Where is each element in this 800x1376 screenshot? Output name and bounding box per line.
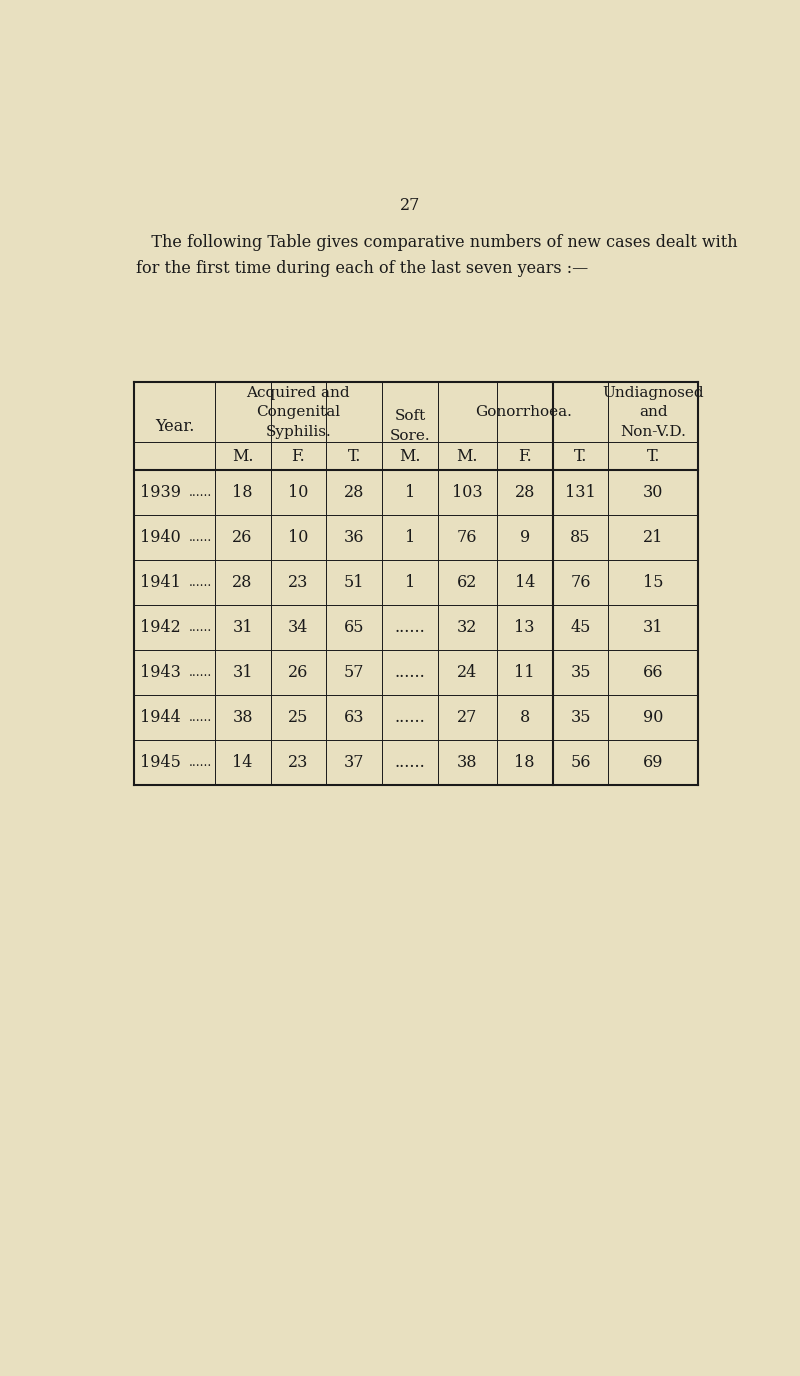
Text: 23: 23 xyxy=(288,754,309,771)
Text: 31: 31 xyxy=(643,619,664,636)
Text: 10: 10 xyxy=(288,484,309,501)
Text: 18: 18 xyxy=(514,754,535,771)
Text: Soft
Sore.: Soft Sore. xyxy=(390,410,430,443)
Text: 69: 69 xyxy=(643,754,664,771)
Text: Gonorrhoea.: Gonorrhoea. xyxy=(474,405,571,420)
Text: 31: 31 xyxy=(232,665,253,681)
Text: 36: 36 xyxy=(344,528,365,546)
Text: 8: 8 xyxy=(519,709,530,727)
Text: 1942: 1942 xyxy=(140,619,181,636)
Text: 103: 103 xyxy=(452,484,482,501)
Text: 1: 1 xyxy=(405,574,415,592)
Text: 23: 23 xyxy=(288,574,309,592)
Text: ......: ...... xyxy=(394,754,426,771)
Text: for the first time during each of the last seven years :—: for the first time during each of the la… xyxy=(136,260,588,278)
Text: 35: 35 xyxy=(570,665,590,681)
Text: 1945: 1945 xyxy=(140,754,181,771)
Text: 18: 18 xyxy=(232,484,253,501)
Text: 30: 30 xyxy=(643,484,663,501)
Text: 32: 32 xyxy=(457,619,478,636)
Text: ......: ...... xyxy=(189,577,212,589)
Text: 66: 66 xyxy=(643,665,664,681)
Text: 85: 85 xyxy=(570,528,590,546)
Text: 1943: 1943 xyxy=(140,665,181,681)
Text: Undiagnosed
and
Non-V.D.: Undiagnosed and Non-V.D. xyxy=(602,385,704,439)
Text: 38: 38 xyxy=(457,754,478,771)
Text: Acquired and
Congenital
Syphilis.: Acquired and Congenital Syphilis. xyxy=(246,385,350,439)
Text: 13: 13 xyxy=(514,619,535,636)
Text: 1: 1 xyxy=(405,484,415,501)
Text: F.: F. xyxy=(518,447,531,465)
Text: 14: 14 xyxy=(514,574,535,592)
Text: ......: ...... xyxy=(189,531,212,544)
Text: 31: 31 xyxy=(232,619,253,636)
Text: ......: ...... xyxy=(394,619,426,636)
Text: M.: M. xyxy=(232,447,254,465)
Text: T.: T. xyxy=(646,447,660,465)
Text: 38: 38 xyxy=(232,709,253,727)
Text: ......: ...... xyxy=(189,621,212,634)
Text: 10: 10 xyxy=(288,528,309,546)
Text: The following Table gives comparative numbers of new cases dealt with: The following Table gives comparative nu… xyxy=(136,234,738,250)
Text: 1941: 1941 xyxy=(140,574,181,592)
Text: M.: M. xyxy=(457,447,478,465)
Text: 34: 34 xyxy=(288,619,309,636)
Text: 15: 15 xyxy=(643,574,664,592)
Text: 25: 25 xyxy=(288,709,309,727)
Text: 35: 35 xyxy=(570,709,590,727)
Text: 24: 24 xyxy=(458,665,478,681)
Text: 51: 51 xyxy=(344,574,365,592)
Text: F.: F. xyxy=(291,447,306,465)
Text: 26: 26 xyxy=(288,665,309,681)
Text: 37: 37 xyxy=(344,754,365,771)
Text: ......: ...... xyxy=(189,711,212,724)
Text: ......: ...... xyxy=(189,666,212,678)
Text: 57: 57 xyxy=(344,665,365,681)
Text: 21: 21 xyxy=(643,528,663,546)
Text: 1940: 1940 xyxy=(140,528,181,546)
Text: 1944: 1944 xyxy=(140,709,181,727)
Text: Year.: Year. xyxy=(154,418,194,435)
Text: 76: 76 xyxy=(570,574,590,592)
Text: T.: T. xyxy=(347,447,361,465)
Text: 28: 28 xyxy=(514,484,535,501)
Text: 131: 131 xyxy=(565,484,596,501)
Text: 90: 90 xyxy=(643,709,663,727)
Text: 27: 27 xyxy=(400,197,420,213)
Text: 45: 45 xyxy=(570,619,590,636)
Text: 62: 62 xyxy=(457,574,478,592)
Text: ......: ...... xyxy=(189,755,212,769)
Text: M.: M. xyxy=(399,447,421,465)
Text: 14: 14 xyxy=(233,754,253,771)
Text: 26: 26 xyxy=(233,528,253,546)
Text: ......: ...... xyxy=(189,486,212,499)
Text: 1: 1 xyxy=(405,528,415,546)
Text: 63: 63 xyxy=(344,709,365,727)
Text: 1939: 1939 xyxy=(140,484,182,501)
Text: 28: 28 xyxy=(344,484,364,501)
Text: 27: 27 xyxy=(457,709,478,727)
Text: 65: 65 xyxy=(344,619,365,636)
Text: ......: ...... xyxy=(394,709,426,727)
Text: 28: 28 xyxy=(233,574,253,592)
Text: 11: 11 xyxy=(514,665,535,681)
Text: ......: ...... xyxy=(394,665,426,681)
Text: 76: 76 xyxy=(457,528,478,546)
Text: 9: 9 xyxy=(519,528,530,546)
Text: 56: 56 xyxy=(570,754,590,771)
Text: T.: T. xyxy=(574,447,587,465)
